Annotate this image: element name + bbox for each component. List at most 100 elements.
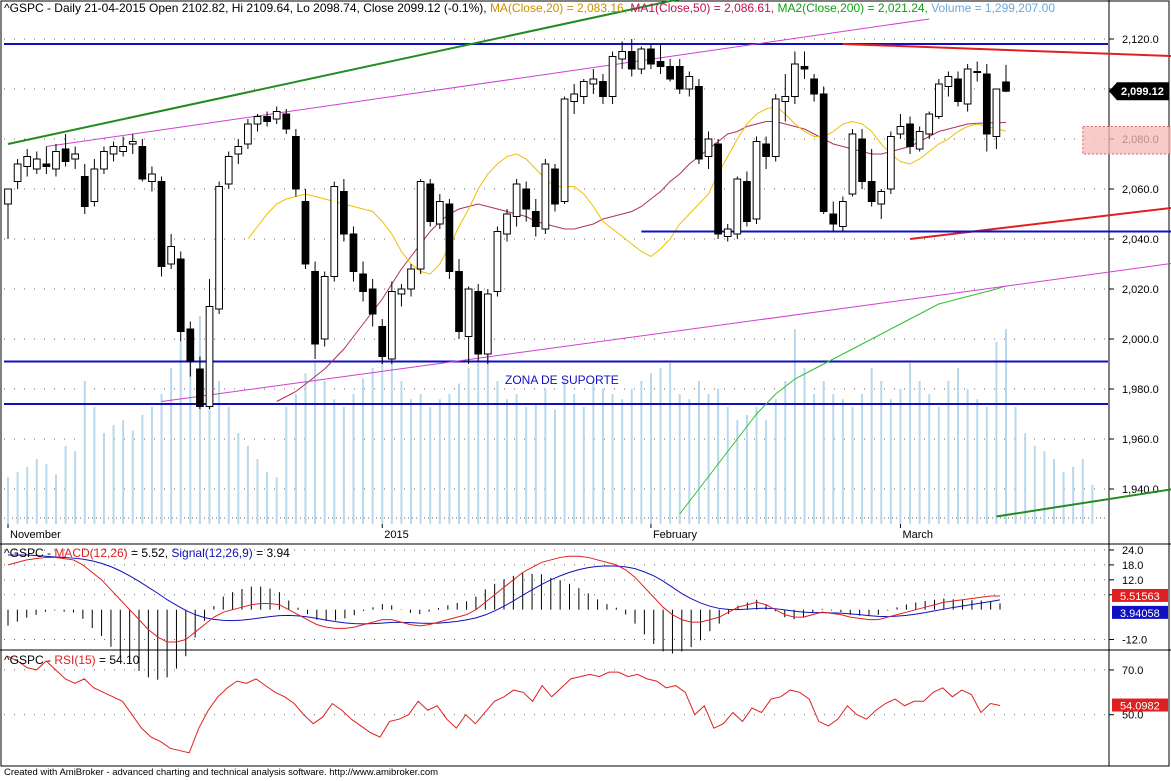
volume-bar bbox=[678, 394, 681, 524]
candle-body bbox=[608, 56, 617, 97]
volume-bar bbox=[352, 394, 355, 524]
candle-body bbox=[100, 151, 108, 170]
volume-bar bbox=[45, 464, 48, 524]
volume-bar bbox=[726, 407, 729, 524]
candle-body bbox=[52, 151, 60, 170]
candle-body bbox=[647, 48, 655, 65]
volume-bar bbox=[458, 383, 461, 524]
candle bbox=[848, 129, 857, 197]
candle bbox=[618, 41, 627, 69]
candle-body bbox=[723, 228, 732, 237]
candle bbox=[531, 199, 540, 237]
volume-bar bbox=[525, 407, 528, 524]
macd-header-macd: MACD(12,26) bbox=[54, 546, 127, 560]
candle-body bbox=[714, 143, 722, 235]
candle bbox=[359, 261, 367, 302]
y-tick-label: 2,120.0 bbox=[1122, 34, 1159, 46]
volume-bar bbox=[246, 446, 249, 524]
candle bbox=[503, 209, 511, 242]
volume-bar bbox=[573, 394, 576, 524]
candle bbox=[896, 114, 905, 139]
last-price-label: 2,099.12 bbox=[1121, 86, 1164, 98]
volume-bar bbox=[1043, 451, 1046, 524]
volume-bar bbox=[841, 399, 844, 524]
volume-bar bbox=[947, 381, 950, 524]
macd-header-symbol: ^GSPC - bbox=[4, 546, 54, 560]
candle bbox=[954, 71, 962, 107]
rsi-line bbox=[7, 656, 1001, 754]
candle-body bbox=[915, 131, 924, 150]
volume-bar bbox=[985, 407, 988, 524]
volume-bar bbox=[150, 407, 153, 524]
candle bbox=[138, 139, 147, 182]
candle bbox=[90, 159, 99, 207]
x-tick-label: March bbox=[902, 529, 933, 541]
candle bbox=[685, 71, 694, 97]
volume-bar bbox=[976, 399, 979, 524]
candle bbox=[311, 261, 319, 359]
candle-body bbox=[445, 203, 454, 272]
volume-bar bbox=[1091, 485, 1094, 524]
volume-bar bbox=[659, 368, 662, 524]
volume-bar bbox=[266, 472, 269, 524]
header-ma200: MA2(Close,200) = 2,021.24, bbox=[777, 1, 931, 15]
candle bbox=[148, 166, 156, 192]
signal-value-badge bbox=[1112, 605, 1168, 619]
candle bbox=[925, 111, 934, 139]
volume-bar bbox=[112, 425, 115, 524]
candle bbox=[608, 51, 617, 104]
candle-body bbox=[982, 73, 991, 135]
candle bbox=[4, 188, 12, 239]
candle bbox=[253, 114, 262, 132]
candle bbox=[435, 194, 444, 229]
volume-bar bbox=[649, 373, 652, 524]
macd-header-signal: Signal(12,26,9) bbox=[171, 546, 252, 560]
candle-body bbox=[387, 291, 396, 360]
candle-body bbox=[455, 271, 463, 332]
candle-body bbox=[695, 86, 703, 160]
volume-bar bbox=[342, 407, 345, 524]
candle-body bbox=[829, 213, 838, 225]
volume-bar bbox=[1005, 329, 1007, 524]
candle bbox=[128, 134, 137, 154]
macd-value-label: 5.51563 bbox=[1120, 591, 1160, 603]
candle bbox=[196, 356, 204, 409]
rsi-header: ^GSPC - RSI(15) = 54.10 bbox=[4, 653, 140, 667]
candle-body bbox=[771, 98, 780, 157]
candle-body bbox=[138, 146, 147, 180]
red-support bbox=[909, 206, 1171, 240]
candle-body bbox=[368, 288, 377, 315]
volume-bar bbox=[179, 342, 182, 524]
candle bbox=[723, 224, 732, 242]
candle-body bbox=[896, 126, 905, 135]
volume-bar bbox=[227, 407, 230, 524]
candle bbox=[656, 44, 665, 74]
candle-body bbox=[474, 291, 483, 355]
volume-bar bbox=[870, 368, 873, 524]
volume-bar bbox=[323, 381, 326, 524]
candle-body bbox=[599, 81, 607, 97]
candle bbox=[599, 74, 607, 104]
candle bbox=[551, 164, 559, 212]
volume-bar bbox=[688, 399, 691, 524]
candle bbox=[483, 289, 492, 364]
candle-body bbox=[570, 93, 579, 102]
volume-bar bbox=[390, 362, 393, 524]
header-title: ^GSPC - Daily 21-04-2015 Open 2102.82, H… bbox=[4, 1, 490, 15]
volume-bar bbox=[381, 342, 384, 524]
candle bbox=[570, 84, 579, 114]
volume-bar bbox=[553, 409, 556, 524]
candle-body bbox=[791, 63, 799, 97]
candle bbox=[407, 264, 415, 297]
header-ma50: MA1(Close,50) = 2,086.61, bbox=[630, 1, 777, 15]
volume-bar bbox=[64, 446, 67, 524]
volume-bar bbox=[861, 394, 864, 524]
volume-bar bbox=[937, 407, 940, 524]
candle-body bbox=[531, 211, 540, 227]
volume-bar bbox=[170, 368, 173, 524]
volume-bar bbox=[1024, 433, 1027, 524]
candle-body bbox=[426, 183, 435, 222]
candle-body bbox=[800, 66, 809, 70]
candle-body bbox=[925, 113, 934, 135]
